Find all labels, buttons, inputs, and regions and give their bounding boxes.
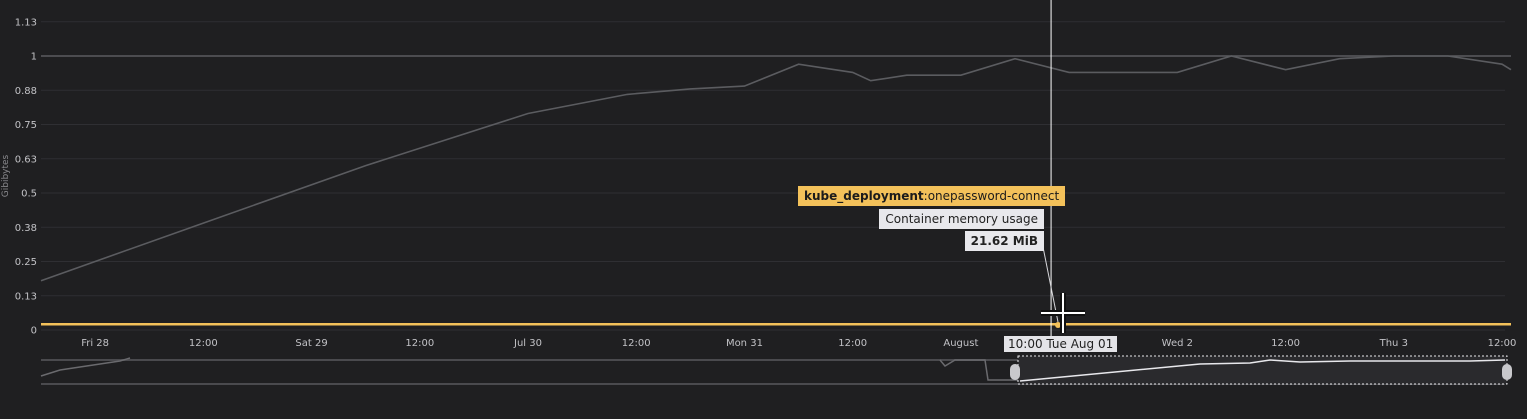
- x-tick-label: Wed 2: [1162, 338, 1193, 349]
- crosshair-icon: [1041, 293, 1085, 333]
- y-tick-label: 0.38: [15, 223, 37, 234]
- x-tick-label: 12:00: [405, 338, 434, 349]
- y-tick-label: 0.75: [15, 120, 37, 131]
- x-tick-label: 12:00: [189, 338, 218, 349]
- y-tick-label: 1.13: [15, 17, 37, 28]
- y-tick-label: 0.25: [15, 257, 37, 268]
- series-line-0: [40, 55, 1512, 282]
- navigator-selected-series: [1019, 359, 1506, 382]
- y-tick-label: 0: [31, 326, 37, 337]
- y-axis: 1.13 1 0.88 0.75 0.63 0.5 0.38 0.25 0.13 0: [15, 17, 37, 336]
- hover-point: [1055, 322, 1061, 328]
- y-tick-label: 0.63: [15, 154, 37, 165]
- navigator-series: [939, 359, 1018, 381]
- range-navigator[interactable]: [40, 355, 1512, 385]
- tooltip-value: 21.62 MiB: [964, 231, 1044, 251]
- x-tick-label: Fri 28: [81, 338, 109, 349]
- y-tick-label: 0.13: [15, 291, 37, 302]
- series-lines: [40, 55, 1512, 326]
- x-tick-label: 12:00: [1271, 338, 1300, 349]
- navigator-handle-left[interactable]: [1010, 364, 1020, 380]
- tooltip-series-tag: kube_deployment:onepassword-connect: [798, 186, 1066, 206]
- crosshair-cursor: [1039, 0, 1085, 336]
- y-axis-label: Gibibytes: [1, 154, 11, 197]
- x-tick-label: Sat 29: [295, 338, 327, 349]
- cursor-time-label: 10:00 Tue Aug 01: [1004, 336, 1118, 352]
- navigator-handle-right[interactable]: [1502, 364, 1512, 380]
- x-tick-label: Thu 3: [1379, 338, 1408, 349]
- x-axis: Fri 28 12:00 Sat 29 12:00 Jul 30 12:00 Mon 31 1…: [81, 338, 1516, 349]
- x-tick-label: 12:00: [1488, 338, 1517, 349]
- x-tick-label: August: [943, 338, 978, 349]
- y-tick-label: 1: [31, 52, 37, 63]
- tooltip-tag-value: :onepassword-connect: [923, 189, 1060, 203]
- y-tick-label: 0.5: [21, 189, 37, 200]
- chart-grid: [41, 21, 1505, 331]
- navigator-selection: [1017, 355, 1508, 385]
- x-tick-label: Jul 30: [513, 338, 542, 349]
- x-tick-label: Mon 31: [726, 338, 763, 349]
- navigator-series: [40, 357, 131, 377]
- x-tick-label: 12:00: [622, 338, 651, 349]
- tooltip-metric-name: Container memory usage: [879, 209, 1044, 229]
- tooltip-tag-key: kube_deployment: [804, 189, 924, 203]
- y-tick-label: 0.88: [15, 86, 37, 97]
- x-tick-label: 12:00: [838, 338, 867, 349]
